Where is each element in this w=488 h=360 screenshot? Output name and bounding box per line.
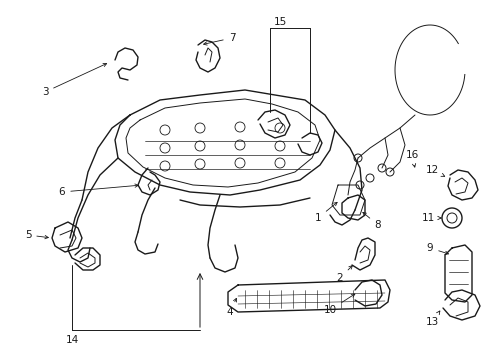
Text: 14: 14	[65, 335, 79, 345]
Text: 2: 2	[336, 266, 352, 283]
Text: 8: 8	[362, 212, 381, 230]
Text: 5: 5	[24, 230, 48, 240]
Text: 12: 12	[425, 165, 444, 176]
Text: 6: 6	[59, 184, 138, 197]
Text: 15: 15	[273, 17, 286, 27]
Text: 11: 11	[421, 213, 440, 223]
Text: 4: 4	[226, 298, 236, 317]
Text: 1: 1	[314, 202, 336, 223]
Text: 13: 13	[425, 311, 439, 327]
Text: 10: 10	[323, 294, 354, 315]
Text: 9: 9	[426, 243, 447, 255]
Text: 16: 16	[405, 150, 418, 167]
Text: 3: 3	[41, 63, 106, 97]
Text: 7: 7	[203, 33, 235, 45]
